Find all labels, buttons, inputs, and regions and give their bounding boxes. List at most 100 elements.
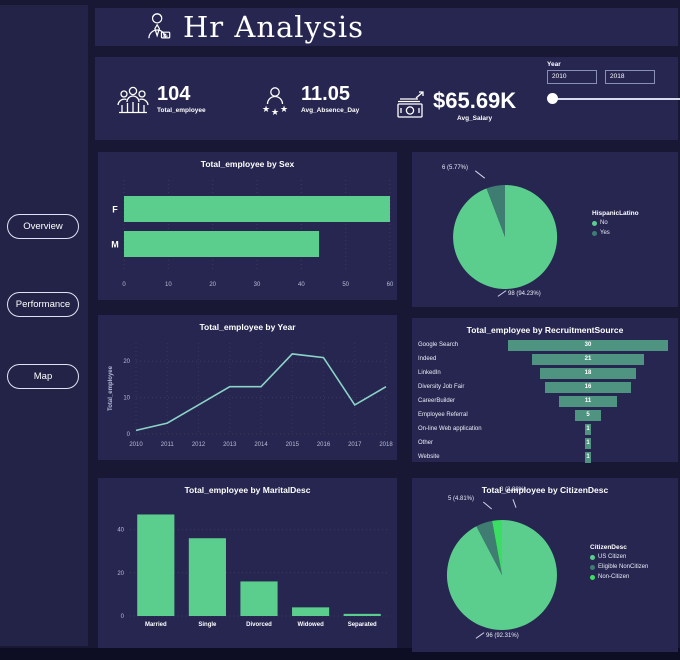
year-slider-handle-left[interactable] xyxy=(547,93,558,104)
legend-item-label: No xyxy=(600,220,608,226)
funnel-row[interactable]: Indeed 21 xyxy=(418,352,672,366)
chart-panel-year: Total_employee by Year 0 10 20 2010 2011 2012… xyxy=(98,315,397,460)
hispaniclatino-pie-chart[interactable] xyxy=(412,152,678,307)
legend-dot xyxy=(590,564,595,570)
kpi-avg-absence-day: ★ ★ ★ 11.05 Avg_Absence_Day xyxy=(259,83,360,117)
maritaldesc-bar-chart[interactable]: 0 20 40 Married Single Divorced Widowed Separat… xyxy=(100,492,395,647)
hr-person-icon xyxy=(145,11,171,43)
legend-item-label: Yes xyxy=(600,230,610,236)
chart-panel-hispaniclatino: 6 (5.77%) 98 (94.23%) HispanicLatino No … xyxy=(412,152,678,307)
sidebar-button-performance[interactable]: Performance xyxy=(7,292,79,317)
year-to-input[interactable]: 2018 xyxy=(605,70,655,84)
page-title: Hr Analysis xyxy=(183,10,364,44)
funnel-bar[interactable]: 21 xyxy=(532,353,644,365)
svg-text:2017: 2017 xyxy=(348,442,362,448)
svg-text:Divorced: Divorced xyxy=(246,622,272,628)
money-icon xyxy=(391,91,427,121)
funnel-category-label: Diversity Job Fair xyxy=(418,384,465,390)
svg-text:★: ★ xyxy=(271,107,279,115)
kpi-label: Avg_Absence_Day xyxy=(301,107,360,114)
year-slider-track[interactable] xyxy=(547,93,680,105)
funnel-bar[interactable]: 30 xyxy=(508,339,668,351)
svg-text:Total_employee: Total_employee xyxy=(108,365,114,411)
svg-text:Separated: Separated xyxy=(348,622,377,628)
svg-text:0: 0 xyxy=(121,614,125,620)
kpi-value: 11.05 xyxy=(301,83,350,105)
funnel-bar[interactable]: 16 xyxy=(545,381,631,393)
svg-text:10: 10 xyxy=(123,396,130,402)
svg-text:Single: Single xyxy=(198,622,217,628)
year-from-input[interactable]: 2010 xyxy=(547,70,597,84)
svg-text:2016: 2016 xyxy=(317,442,331,448)
svg-text:10: 10 xyxy=(165,282,172,288)
kpi-avg-salary: $65.69K Avg_Salary xyxy=(391,88,517,123)
funnel-bar[interactable]: 11 xyxy=(558,395,618,407)
funnel-row[interactable]: On-line Web application 1 xyxy=(418,422,672,436)
funnel-category-label: Employee Referral xyxy=(418,412,468,418)
funnel-bar[interactable]: 5 xyxy=(574,409,602,421)
funnel-row[interactable]: Other 1 xyxy=(418,436,672,450)
funnel-category-label: LinkedIn xyxy=(418,370,441,376)
kpi-value: $65.69K xyxy=(433,88,517,113)
year-slicer: Year 2010 2018 xyxy=(547,61,680,105)
sidebar-button-map[interactable]: Map xyxy=(7,364,79,389)
svg-text:40: 40 xyxy=(298,282,305,288)
svg-text:2011: 2011 xyxy=(161,442,175,448)
citizendesc-pie-chart[interactable] xyxy=(412,478,678,652)
person-stars-icon: ★ ★ ★ xyxy=(259,85,295,117)
funnel-row[interactable]: Website 1 xyxy=(418,450,672,464)
svg-text:2012: 2012 xyxy=(192,442,206,448)
funnel-row[interactable]: Diversity Job Fair 16 xyxy=(418,380,672,394)
kpi-label: Avg_Salary xyxy=(457,115,493,123)
svg-text:30: 30 xyxy=(254,282,261,288)
chart-panel-maritaldesc: Total_employee by MaritalDesc 0 20 40 Marri… xyxy=(98,478,397,648)
funnel-row[interactable]: CareerBuilder 11 xyxy=(418,394,672,408)
funnel-category-label: Other xyxy=(418,440,434,446)
year-slicer-label: Year xyxy=(547,61,561,68)
sidebar-button-overview[interactable]: Overview xyxy=(7,214,79,239)
legend-item-label: Eligible NonCitizen xyxy=(598,564,649,570)
legend-item-yes[interactable]: Yes xyxy=(592,230,639,236)
funnel-bar[interactable]: 1 xyxy=(585,437,591,449)
year-slider-line xyxy=(552,98,680,100)
sex-bar-chart[interactable]: 0 10 20 30 40 50 60 F M xyxy=(100,170,395,298)
legend-item-no[interactable]: No xyxy=(592,220,639,226)
funnel-row[interactable]: Google Search 30 xyxy=(418,338,672,352)
svg-text:F: F xyxy=(112,205,118,215)
legend-dot xyxy=(590,574,595,580)
funnel-row[interactable]: Employee Referral 5 xyxy=(418,408,672,422)
legend-title: CitizenDesc xyxy=(590,544,627,551)
chart-panel-recruitmentsource: Total_employee by RecruitmentSource Goog… xyxy=(412,318,678,464)
chart-title-recruitmentsource: Total_employee by RecruitmentSource xyxy=(466,325,624,335)
funnel-bar[interactable]: 18 xyxy=(540,367,636,379)
chart-title-maritaldesc: Total_employee by MaritalDesc xyxy=(184,485,311,495)
pie-slice-label-no: 98 (94.23%) xyxy=(508,291,541,297)
kpi-total-employee: 104 Total_employee xyxy=(115,83,206,115)
legend-item-noncitizen[interactable]: Non-Citizen xyxy=(590,574,648,580)
svg-text:0: 0 xyxy=(122,282,126,288)
funnel-category-label: Indeed xyxy=(418,356,437,362)
year-line-chart[interactable]: 0 10 20 2010 2011 2012 2013 2014 2015 2016 2017 201… xyxy=(100,329,395,459)
chart-title-citizendesc: Total_employee by CitizenDesc xyxy=(481,485,609,495)
recruitmentsource-funnel-chart[interactable]: Google Search 30 Indeed 21 LinkedIn 18 D… xyxy=(418,338,672,464)
chart-panel-sex: Total_employee by Sex 0 10 20 30 40 50 60 F M xyxy=(98,152,397,300)
legend-item-label: US Citizen xyxy=(598,554,627,560)
kpi-label: Total_employee xyxy=(157,107,206,114)
funnel-bar[interactable]: 1 xyxy=(585,451,591,463)
pie-slice-label-eligible: 5 (4.81%) xyxy=(448,496,475,502)
funnel-row[interactable]: LinkedIn 18 xyxy=(418,366,672,380)
legend-item-uscitizen[interactable]: US Citizen xyxy=(590,554,648,560)
funnel-bar[interactable]: 1 xyxy=(585,423,591,435)
kpi-value: 104 xyxy=(157,83,191,105)
citizendesc-legend: CitizenDesc US Citizen Eligible NonCitiz… xyxy=(590,544,648,584)
svg-text:0: 0 xyxy=(127,432,131,438)
svg-text:60: 60 xyxy=(387,282,394,288)
pie-slice-label-uscitizen: 96 (92.31%) xyxy=(486,633,519,639)
funnel-category-label: On-line Web application xyxy=(418,426,482,432)
svg-text:2018: 2018 xyxy=(379,442,393,448)
svg-text:2013: 2013 xyxy=(223,442,237,448)
legend-item-eligible-noncitizen[interactable]: Eligible NonCitizen xyxy=(590,564,648,570)
legend-dot xyxy=(592,220,597,226)
svg-text:20: 20 xyxy=(117,571,124,577)
